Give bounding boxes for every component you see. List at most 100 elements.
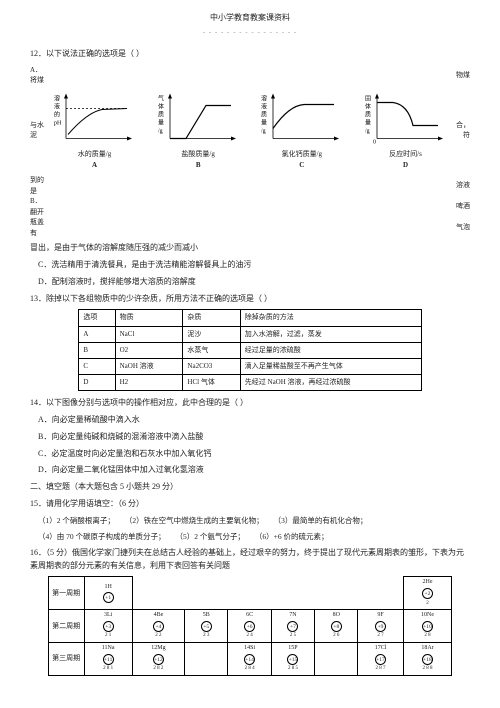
chart-a-ylabel: 溶	[54, 94, 60, 102]
table-header: 杂质	[183, 310, 240, 326]
q14-stem: 14．以下图像分别与选项中的操作相对应，此中合理的是（ ）	[30, 397, 470, 410]
q14-a: A．向必定量稀硫酸中滴入水	[38, 414, 470, 427]
table-row: DH2HCl 气体先经过 NaOH 溶液，再经过浓硫酸	[79, 375, 421, 391]
svg-text:pH: pH	[54, 120, 62, 126]
page-header-title: 中小学教育教案课资料	[30, 12, 470, 25]
q13-stem: 13．除掉以下各组物质中的少许杂质，所用方法不正确的选项是（ ）	[30, 293, 470, 306]
charts-context-row1: A．将煤 物煤	[30, 65, 470, 86]
q12-b-left: B．翻开	[30, 196, 48, 217]
svg-text:液: 液	[261, 102, 267, 110]
svg-text:的: 的	[54, 110, 60, 118]
periodic-cell: 1H+1	[84, 577, 132, 610]
periodic-cell: 6C+62 4	[228, 610, 271, 643]
q12-b-right: 啤酒	[452, 201, 470, 212]
periodic-cell: 4Be+42 2	[132, 610, 184, 643]
chart-c: 溶 液 质 量 /g 氯化钙质量/g C	[259, 88, 344, 171]
periodic-cell: 18Ar+182 8 8	[403, 643, 452, 676]
chart-a-letter: A	[92, 161, 97, 169]
q12-line-after: 冒出，是由于气体的溶解度随压强的减少而减小	[30, 242, 470, 255]
period-label: 第一周期	[48, 577, 84, 610]
svg-text:溶: 溶	[261, 94, 267, 102]
svg-text:质: 质	[365, 110, 371, 118]
fill-item: （5）2 个氨气分子；	[176, 531, 245, 543]
q12-opt-c: C．洗洁精用于清洗餐具，是由于洗洁精能溶解餐具上的油污	[38, 259, 470, 272]
table-header: 除掉杂质的方法	[240, 310, 421, 326]
charts-context-row3: 到的是 溶液	[30, 175, 470, 196]
svg-text:量: 量	[158, 119, 164, 126]
q12-a-left1: A．将煤	[30, 65, 48, 86]
svg-text:体: 体	[365, 102, 371, 110]
chart-b-letter: B	[196, 161, 201, 169]
chart-d: 固 体 质 量 /g 0 反应时间/s D	[363, 88, 448, 171]
table-row: CNaOH 溶液Na2CO3滴入足量稀盐酸至不再产生气体	[79, 358, 421, 374]
q12-opt-d: D．配制溶液时，搅拌能够增大溶质的溶解度	[38, 276, 470, 289]
fill-item: （4）由 70 个碳原子构成的单质分子；	[38, 531, 166, 543]
table-row: ANaCl泥沙加入水溶解，过滤，蒸发	[79, 326, 421, 342]
svg-text:/g: /g	[158, 128, 163, 134]
charts-context-row5: 瓶盖有 气泡	[30, 217, 470, 238]
svg-text:质: 质	[261, 110, 267, 118]
svg-text:体: 体	[158, 102, 164, 110]
table-row: BO2水蒸气经过足量的浓硫酸	[79, 342, 421, 358]
svg-text:0: 0	[373, 139, 376, 145]
periodic-cell: 8O+82 6	[315, 610, 358, 643]
chart-b-xlabel: 盐酸质量/g	[181, 150, 214, 158]
svg-text:量: 量	[261, 119, 267, 126]
periodic-cell: 7N+72 5	[271, 610, 314, 643]
periodic-cell: 5B+52 3	[185, 610, 228, 643]
chart-b: 气 体 质 量 /g 盐酸质量/g B	[156, 88, 241, 171]
q14-b: B．向必定量纯碱和烧碱的混淆溶液中滴入盐酸	[38, 431, 470, 444]
svg-text:/g: /g	[261, 128, 266, 134]
charts-context-row4: B．翻开 啤酒	[30, 196, 470, 217]
periodic-cell-empty	[185, 643, 228, 676]
svg-text:/g: /g	[365, 128, 370, 134]
svg-text:气: 气	[158, 94, 164, 102]
chart-d-letter: D	[403, 161, 408, 169]
q12-a-left3: 到的是	[30, 175, 48, 196]
fill-item: （3）最简单的有机化合物；	[274, 515, 368, 527]
q12-c-left: 瓶盖有	[30, 217, 48, 238]
fill-item: （1）2 个硝酸根离子；	[38, 515, 115, 527]
periodic-cell: 15P+152 8 5	[271, 643, 314, 676]
page-header-dashes: - - - - - - - - - - - - - - - -	[30, 27, 470, 38]
periodic-spacer	[132, 577, 403, 610]
section-2-title: 二、填空题（本大题包含 5 小题共 29 分）	[30, 481, 470, 494]
charts-row-wrapper: 与水泥 溶 液 的 pH 水的质量/g A	[30, 86, 470, 175]
q15-items: （1）2 个硝酸根离子； （2）铁在空气中燃烧生成的主要氧化物； （3）最简单的有机…	[38, 515, 470, 543]
period-label: 第三周期	[48, 643, 84, 676]
periodic-cell: 9F+92 7	[358, 610, 403, 643]
q12-a-right1: 物煤	[452, 70, 470, 81]
q12-c-right: 气泡	[452, 222, 470, 233]
q12-a-right2: 合，符	[452, 120, 470, 141]
periodic-cell: 10Ne+102 8	[403, 610, 452, 643]
table-header: 选项	[79, 310, 115, 326]
svg-text:量: 量	[365, 119, 371, 126]
q12-stem: 12．以下说法正确的选项是（ ）	[30, 48, 470, 61]
periodic-cell-empty	[315, 643, 358, 676]
chart-c-xlabel: 氯化钙质量/g	[282, 150, 322, 158]
q13-table: 选项物质杂质除掉杂质的方法 ANaCl泥沙加入水溶解，过滤，蒸发BO2水蒸气经过…	[78, 309, 421, 391]
chart-d-xlabel: 反应时间/s	[389, 150, 422, 158]
q15-stem: 15．请用化学用语填空：（6 分）	[30, 498, 470, 511]
periodic-cell: 12Mg+122 8 2	[132, 643, 184, 676]
q14-c: C．必定温度时向必定量泡和石灰水中加入氧化钙	[38, 448, 470, 461]
fill-item: （6）+6 价的硫元素；	[255, 531, 329, 543]
svg-text:液: 液	[54, 102, 60, 110]
periodic-cell: 17Cl+172 8 7	[358, 643, 403, 676]
q12-a-left2: 与水泥	[30, 120, 48, 141]
table-header: 物质	[115, 310, 183, 326]
chart-a-xlabel: 水的质量/g	[78, 150, 111, 158]
periodic-cell: 11Na+112 8 1	[84, 643, 132, 676]
periodic-cell: 2He+22	[403, 577, 452, 610]
chart-c-letter: C	[299, 161, 304, 169]
periodic-cell: 3Li+32 1	[84, 610, 132, 643]
svg-text:固: 固	[365, 95, 371, 102]
q16-stem: 16．（5 分）俄国化学家门捷列夫在总结古人经验的基础上，经过艰辛的努力，终于提…	[30, 547, 470, 573]
periodic-cell: 14Si+142 8 4	[228, 643, 271, 676]
fill-item: （2）铁在空气中燃烧生成的主要氧化物；	[125, 515, 264, 527]
period-label: 第二周期	[48, 610, 84, 643]
q12-a-right3: 溶液	[452, 180, 470, 191]
svg-text:质: 质	[158, 110, 164, 118]
q14-d: D．向必定量二氧化锰固体中加入过氧化氢溶液	[38, 464, 470, 477]
chart-a: 溶 液 的 pH 水的质量/g A	[52, 88, 137, 171]
